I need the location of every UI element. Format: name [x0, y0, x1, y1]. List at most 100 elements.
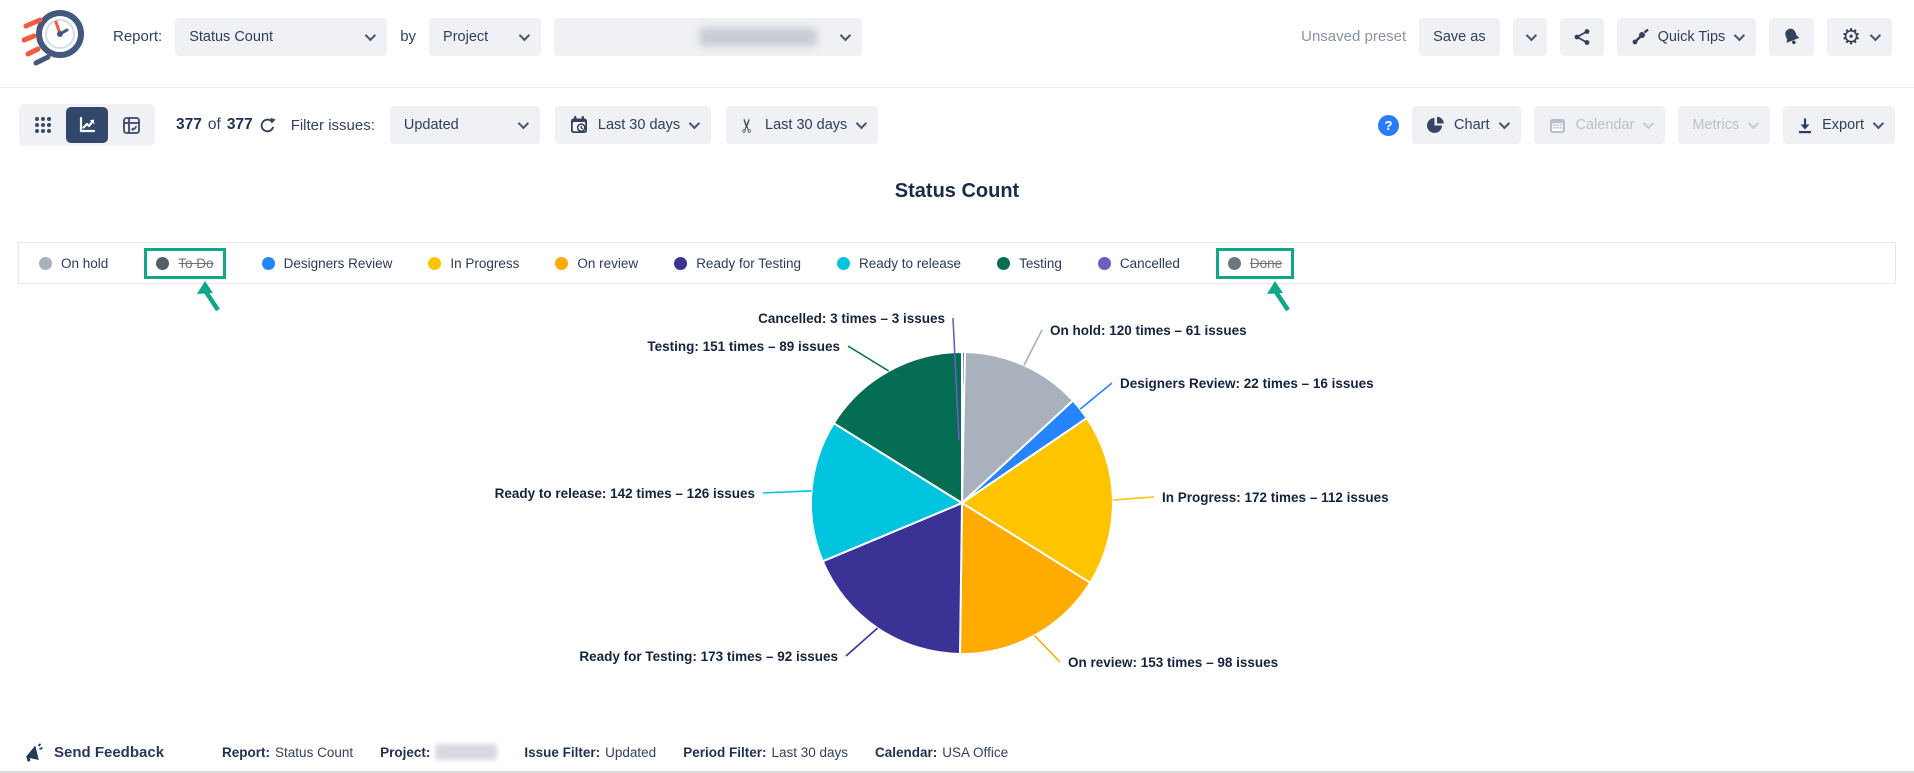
legend-dot-icon — [555, 256, 569, 270]
legend-label: To Do — [178, 255, 214, 271]
megaphone-icon — [25, 742, 43, 762]
settings-button[interactable]: ⚙ — [1827, 17, 1892, 56]
grid-view-button[interactable] — [22, 107, 64, 143]
notifications-button[interactable] — [1769, 17, 1815, 56]
refresh-icon[interactable] — [259, 117, 276, 134]
share-icon — [1574, 28, 1589, 45]
legend-label: Done — [1249, 255, 1283, 271]
callout-label: Testing: 151 times – 89 issues — [647, 339, 840, 354]
pivot-view-button[interactable] — [110, 107, 152, 143]
legend-item[interactable]: To Do — [144, 247, 226, 311]
issue-count: 377 of 377 — [176, 116, 276, 134]
summary-value: Updated — [605, 744, 657, 760]
summary-value: USA Office — [942, 744, 1009, 760]
chart-type-select[interactable]: Chart — [1412, 106, 1521, 144]
callout-leader-line — [1112, 496, 1155, 501]
callout-leader-line — [1033, 634, 1061, 663]
quick-tips-label: Quick Tips — [1657, 28, 1726, 45]
help-icon[interactable]: ? — [1378, 114, 1400, 136]
callout-label: In Progress: 172 times – 112 issues — [1162, 490, 1389, 505]
chevron-down-icon — [856, 117, 868, 130]
chevron-down-icon — [1498, 117, 1510, 130]
callout-label: On review: 153 times – 98 issues — [1068, 655, 1278, 670]
callout-label: Designers Review: 22 times – 16 issues — [1120, 376, 1374, 391]
send-feedback-label: Send Feedback — [54, 743, 165, 761]
toolbar-right-group: ? Chart Calendar Metrics — [1378, 106, 1895, 144]
project-select[interactable] — [554, 17, 863, 56]
count-current: 377 — [176, 116, 202, 133]
callout-leader-line — [762, 490, 812, 494]
summary-value: Status Count — [275, 744, 354, 760]
send-feedback-button[interactable]: Send Feedback — [24, 742, 165, 762]
legend-dot-icon — [39, 256, 52, 270]
calendar-view-select[interactable]: Calendar — [1533, 106, 1666, 144]
legend-label: Ready for Testing — [696, 255, 801, 271]
legend-item[interactable]: Ready for Testing — [674, 256, 801, 271]
pie-slice[interactable] — [832, 350, 963, 505]
count-total: 377 — [226, 116, 253, 133]
legend-dot-icon — [261, 256, 275, 270]
summary-label: Calendar: — [875, 744, 938, 760]
legend-dot-icon — [428, 256, 442, 270]
chevron-down-icon — [688, 117, 701, 130]
pivot-view-icon — [122, 116, 140, 134]
gear-icon: ⚙ — [1841, 23, 1861, 49]
legend-item[interactable]: On hold — [39, 256, 108, 271]
report-label: Report: — [113, 28, 163, 45]
summary-label: Period Filter: — [683, 744, 767, 760]
trim-period-select[interactable]: ✂ Last 30 days — [726, 106, 879, 144]
chevron-down-icon — [517, 117, 529, 130]
callout-label: Cancelled: 3 times – 3 issues — [758, 311, 945, 326]
chevron-down-icon — [1643, 117, 1655, 130]
period-filter-select[interactable]: Last 30 days — [554, 106, 712, 144]
filter-issues-label: Filter issues: — [290, 116, 375, 134]
summary-pair: Issue Filter: Updated — [524, 745, 656, 760]
callout-label: On hold: 120 times – 61 issues — [1050, 323, 1247, 338]
callout-leader-line — [1079, 382, 1113, 410]
pie-slice[interactable] — [810, 421, 965, 563]
export-button[interactable]: Export — [1783, 106, 1895, 144]
summary-label: Report: — [222, 744, 271, 760]
legend: On hold To Do Designers Review In Progress O… — [18, 242, 1896, 311]
issue-filter-select[interactable]: Updated — [389, 106, 540, 144]
chart-title: Status Count — [894, 180, 1020, 202]
toolbar: 377 of 377 Filter issues: Updated Last 3… — [0, 88, 1914, 162]
legend-dot-icon — [997, 256, 1011, 270]
report-summary: Report: Status Count Project: Issue Filter:… — [222, 744, 1008, 760]
bottom-edge — [0, 771, 1914, 773]
legend-item[interactable]: On review — [555, 256, 638, 271]
legend-label: Testing — [1019, 255, 1062, 271]
summary-pair: Project: — [380, 744, 498, 760]
legend-item[interactable]: Done — [1215, 247, 1295, 311]
share-button[interactable] — [1559, 17, 1604, 56]
pie-chart: Cancelled: 3 times – 3 issues On hold: 12… — [0, 270, 1914, 740]
save-as-button[interactable]: Save as — [1419, 17, 1500, 56]
quick-tips-button[interactable]: Quick Tips — [1616, 17, 1757, 56]
blurred-project-name — [699, 27, 818, 46]
footer: Send Feedback Report: Status Count Project… — [0, 733, 1914, 771]
summary-label: Project: — [380, 744, 431, 760]
legend-item[interactable]: Cancelled — [1097, 256, 1180, 271]
report-select[interactable]: Status Count — [175, 17, 388, 56]
legend-item[interactable]: Testing — [997, 256, 1062, 271]
legend-dot-icon — [1227, 256, 1241, 270]
legend-item[interactable]: Ready to release — [837, 256, 961, 271]
chart-view-button[interactable] — [66, 107, 108, 143]
blurred-project-value — [435, 744, 498, 760]
annotation-arrow-icon — [1266, 280, 1290, 311]
preset-status-text: Unsaved preset — [1301, 28, 1407, 45]
legend-item[interactable]: In Progress — [428, 256, 519, 271]
by-label: by — [400, 28, 417, 45]
save-as-dropdown-button[interactable] — [1512, 17, 1547, 56]
trend-icon — [1632, 28, 1649, 44]
metrics-select[interactable]: Metrics — [1678, 106, 1771, 144]
legend-label: Designers Review — [283, 255, 393, 271]
legend-dot-icon — [156, 256, 170, 270]
view-switcher — [19, 104, 155, 146]
group-by-select[interactable]: Project — [429, 17, 542, 56]
pie-slice[interactable] — [960, 416, 1114, 585]
chart-type-label: Chart — [1454, 117, 1490, 133]
legend-item[interactable]: Designers Review — [261, 255, 393, 271]
calendar-view-label: Calendar — [1575, 117, 1635, 133]
bell-icon — [1785, 28, 1800, 45]
